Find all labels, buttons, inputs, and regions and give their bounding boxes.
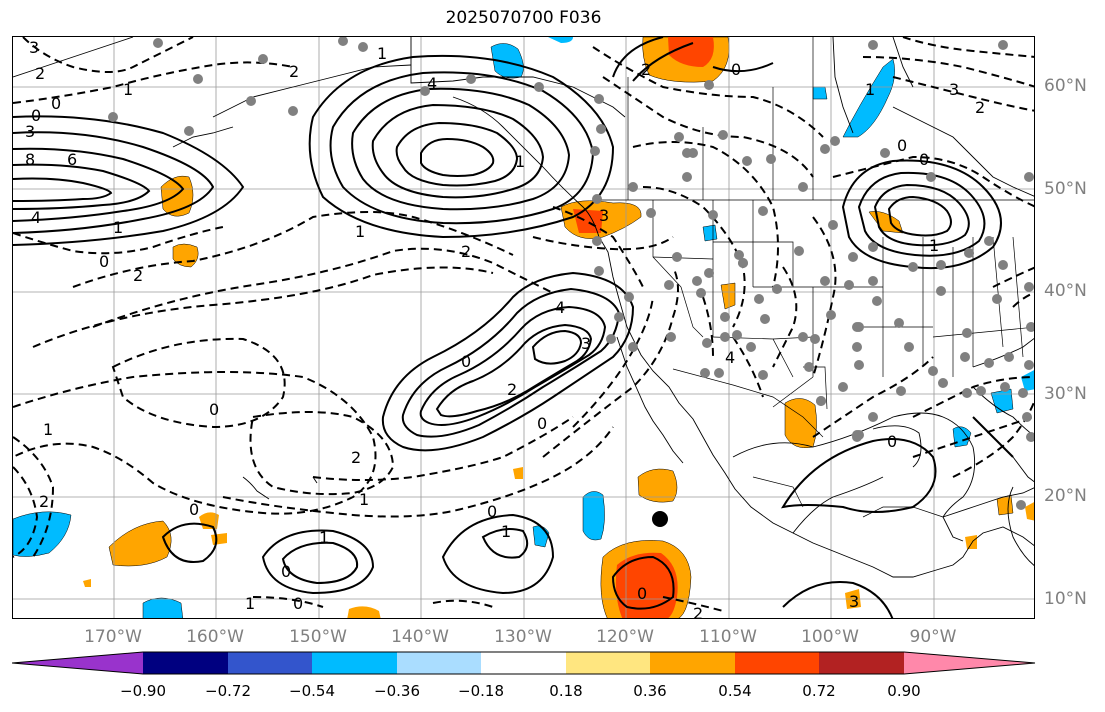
contour-label: 0 — [189, 500, 199, 519]
lon-label: 130°W — [494, 627, 552, 647]
lat-label: 20°N — [1044, 486, 1087, 506]
contour-label: 0 — [887, 432, 897, 451]
contour-label: 1 — [865, 80, 875, 99]
contour-label: 3 — [599, 206, 609, 225]
colorbar-segment — [312, 652, 397, 674]
contour-label: 1 — [245, 594, 255, 613]
contour-label: 0 — [637, 584, 647, 603]
contour-label: 0 — [209, 400, 219, 419]
contour-label: 1 — [319, 528, 329, 547]
colorbar-tick-label: −0.90 — [120, 682, 166, 700]
contour-label: 0 — [897, 136, 907, 155]
colorbar-tick-label: −0.54 — [289, 682, 335, 700]
contour-label: 1 — [359, 490, 369, 509]
colorbar-tick-label: 0.54 — [718, 682, 752, 700]
contour-labels: 3 2 0 1 2 0 3 8 6 4 1 0 2 4 1 1 1 2 0 4 … — [25, 38, 985, 619]
lat-label: 60°N — [1044, 76, 1087, 96]
contour-label: 6 — [67, 150, 77, 169]
contour-label: 2 — [351, 448, 361, 467]
colorbar-tick-label: −0.36 — [374, 682, 420, 700]
lon-label: 160°W — [186, 627, 244, 647]
colorbar-segment — [12, 652, 143, 674]
lat-label: 50°N — [1044, 179, 1087, 199]
lat-label: 40°N — [1044, 281, 1087, 301]
colorbar-tick-label: 0.72 — [802, 682, 836, 700]
contour-label: 1 — [929, 236, 939, 255]
colorbar-segment — [228, 652, 312, 674]
colorbar-tick-label: 0.90 — [887, 682, 921, 700]
contour-label: 3 — [949, 80, 959, 99]
contour-label: 3 — [849, 592, 859, 611]
lon-label: 110°W — [699, 627, 757, 647]
contours-solid — [13, 37, 1014, 618]
contour-label: 2 — [693, 604, 703, 619]
colorbar-segment — [143, 652, 228, 674]
colorbar-segment — [819, 652, 904, 674]
contour-label: 0 — [281, 562, 291, 581]
colorbar-segment — [650, 652, 735, 674]
contour-label: 4 — [31, 208, 41, 227]
map-panel[interactable]: 3 2 0 1 2 0 3 8 6 4 1 0 2 4 1 1 1 2 0 4 … — [12, 36, 1035, 619]
contour-label: 1 — [355, 222, 365, 241]
political-borders — [598, 37, 1034, 518]
colorbar-tick-label: −0.72 — [205, 682, 251, 700]
contour-label: 8 — [25, 150, 35, 169]
colorbar-outline — [12, 651, 1036, 675]
contour-label: 3 — [581, 334, 591, 353]
lon-label: 90°W — [909, 627, 957, 647]
lat-label: 30°N — [1044, 384, 1087, 404]
colorbar-segment — [481, 652, 566, 674]
contour-label: 2 — [35, 64, 45, 83]
contour-label: 1 — [515, 152, 525, 171]
contour-label: 1 — [123, 80, 133, 99]
contour-label: 3 — [25, 122, 35, 141]
lon-label: 170°W — [84, 627, 142, 647]
contour-label: 4 — [427, 74, 437, 93]
contours-dashed — [13, 37, 1034, 612]
colorbar-segment — [397, 652, 481, 674]
contour-label: 0 — [461, 352, 471, 371]
lat-label: 10°N — [1044, 589, 1087, 609]
contour-label: 2 — [507, 380, 517, 399]
contour-label: 2 — [39, 492, 49, 511]
contour-label: 4 — [725, 348, 735, 367]
contour-label: 0 — [537, 414, 547, 433]
contour-label: 0 — [293, 594, 303, 613]
contour-label: 2 — [289, 62, 299, 81]
contour-label: 0 — [31, 106, 41, 125]
coastlines — [13, 37, 1034, 578]
colorbar-segment — [735, 652, 819, 674]
contour-label: 2 — [133, 266, 143, 285]
contour-label: 0 — [731, 60, 741, 79]
colorbar — [12, 651, 1036, 675]
map-title: 2025070700 F036 — [445, 8, 602, 28]
colorbar-segment — [566, 652, 650, 674]
contour-label: 0 — [919, 150, 929, 169]
contour-label: 0 — [487, 502, 497, 521]
colorbar-segment — [904, 652, 1035, 674]
colorbar-tick-label: −0.18 — [458, 682, 504, 700]
contour-label: 3 — [29, 38, 39, 57]
lon-label: 150°W — [289, 627, 347, 647]
contour-label: 4 — [555, 298, 565, 317]
contour-label: 1 — [113, 218, 123, 237]
contour-label: 1 — [43, 420, 53, 439]
colorbar-tick-label: 0.18 — [549, 682, 583, 700]
lon-label: 140°W — [391, 627, 449, 647]
contour-label: 0 — [51, 94, 61, 113]
anomaly-fills — [13, 37, 1034, 618]
contour-label: 2 — [975, 98, 985, 117]
colorbar-tick-label: 0.36 — [633, 682, 667, 700]
contour-label: 1 — [501, 522, 511, 541]
contour-label: 2 — [641, 60, 651, 79]
lon-label: 120°W — [596, 627, 654, 647]
station-dots — [108, 37, 1034, 510]
contour-label: 0 — [99, 252, 109, 271]
cyclone-marker — [652, 511, 668, 527]
contour-label: 1 — [377, 44, 387, 63]
contour-label: 2 — [461, 242, 471, 261]
lon-label: 100°W — [801, 627, 859, 647]
map-canvas: 3 2 0 1 2 0 3 8 6 4 1 0 2 4 1 1 1 2 0 4 … — [13, 37, 1034, 619]
